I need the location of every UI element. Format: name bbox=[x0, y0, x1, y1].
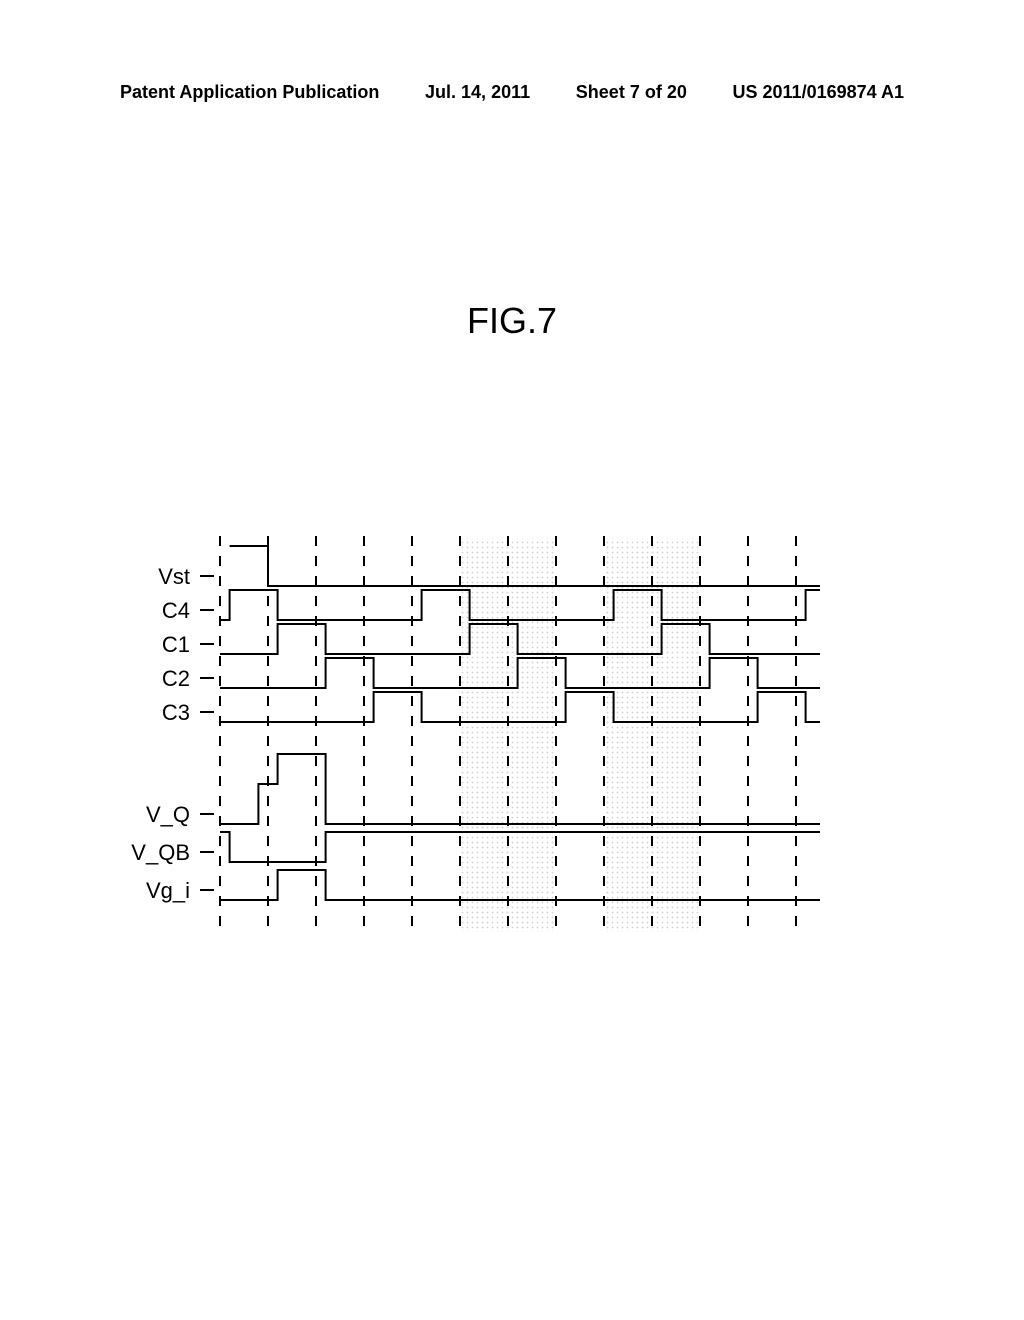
header-docnum: US 2011/0169874 A1 bbox=[733, 82, 904, 103]
signal-label-C3: C3 bbox=[130, 700, 190, 726]
label-tick bbox=[200, 643, 214, 645]
signal-label-V_QB: V_QB bbox=[130, 840, 190, 866]
header-row: Patent Application Publication Jul. 14, … bbox=[0, 82, 1024, 103]
timing-svg bbox=[200, 530, 840, 940]
signal-label-Vst: Vst bbox=[130, 564, 190, 590]
signal-label-C1: C1 bbox=[130, 632, 190, 658]
signal-label-V_Q: V_Q bbox=[130, 802, 190, 828]
label-tick bbox=[200, 851, 214, 853]
figure-title: FIG.7 bbox=[467, 300, 557, 342]
label-tick bbox=[200, 575, 214, 577]
header-sheet: Sheet 7 of 20 bbox=[576, 82, 687, 103]
label-tick bbox=[200, 609, 214, 611]
header-center: Jul. 14, 2011 bbox=[425, 82, 530, 103]
label-tick bbox=[200, 813, 214, 815]
signal-label-Vg_i: Vg_i bbox=[130, 878, 190, 904]
label-tick bbox=[200, 889, 214, 891]
label-tick bbox=[200, 677, 214, 679]
header-left: Patent Application Publication bbox=[120, 82, 379, 103]
timing-diagram: VstC4C1C2C3V_QV_QBVg_i bbox=[200, 530, 840, 940]
signal-label-C4: C4 bbox=[130, 598, 190, 624]
signal-label-C2: C2 bbox=[130, 666, 190, 692]
label-tick bbox=[200, 711, 214, 713]
